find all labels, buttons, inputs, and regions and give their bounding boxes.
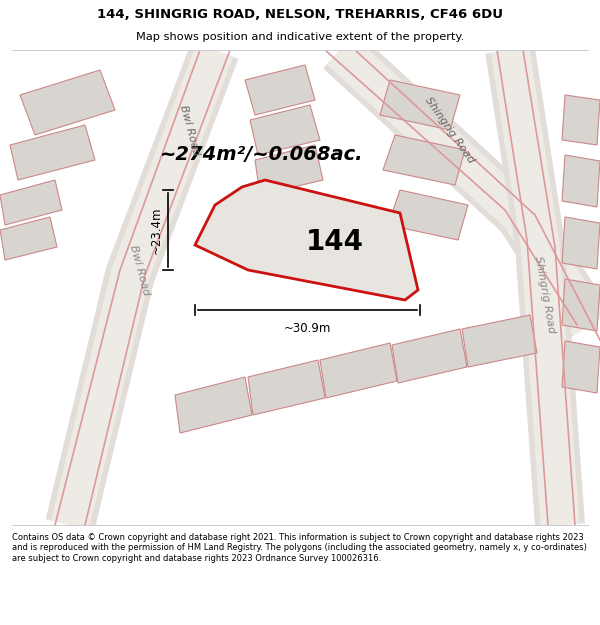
Polygon shape <box>255 145 323 195</box>
Text: ~23.4m: ~23.4m <box>149 206 163 254</box>
Text: Shingrig Road: Shingrig Road <box>533 256 557 334</box>
Polygon shape <box>562 279 600 331</box>
Text: 144: 144 <box>306 228 364 256</box>
Text: Map shows position and indicative extent of the property.: Map shows position and indicative extent… <box>136 32 464 43</box>
Text: ~30.9m: ~30.9m <box>284 321 331 334</box>
Polygon shape <box>562 341 600 393</box>
Polygon shape <box>248 360 325 415</box>
Polygon shape <box>383 135 465 185</box>
Polygon shape <box>388 190 468 240</box>
Polygon shape <box>562 217 600 269</box>
Polygon shape <box>0 180 62 225</box>
Text: ~274m²/~0.068ac.: ~274m²/~0.068ac. <box>160 146 364 164</box>
Polygon shape <box>10 125 95 180</box>
Polygon shape <box>175 377 252 433</box>
Polygon shape <box>195 180 418 300</box>
Polygon shape <box>562 95 600 145</box>
Polygon shape <box>562 155 600 207</box>
Text: Contains OS data © Crown copyright and database right 2021. This information is : Contains OS data © Crown copyright and d… <box>12 533 587 562</box>
Polygon shape <box>250 105 320 155</box>
Text: Shingrig Road: Shingrig Road <box>424 95 476 165</box>
Polygon shape <box>380 80 460 130</box>
Polygon shape <box>320 343 397 398</box>
Polygon shape <box>245 65 315 115</box>
Text: Bwl Road: Bwl Road <box>128 244 152 296</box>
Polygon shape <box>0 217 57 260</box>
Polygon shape <box>462 315 537 367</box>
Polygon shape <box>20 70 115 135</box>
Polygon shape <box>392 329 467 383</box>
Text: 144, SHINGRIG ROAD, NELSON, TREHARRIS, CF46 6DU: 144, SHINGRIG ROAD, NELSON, TREHARRIS, C… <box>97 9 503 21</box>
Text: Bwl Road: Bwl Road <box>178 104 202 156</box>
